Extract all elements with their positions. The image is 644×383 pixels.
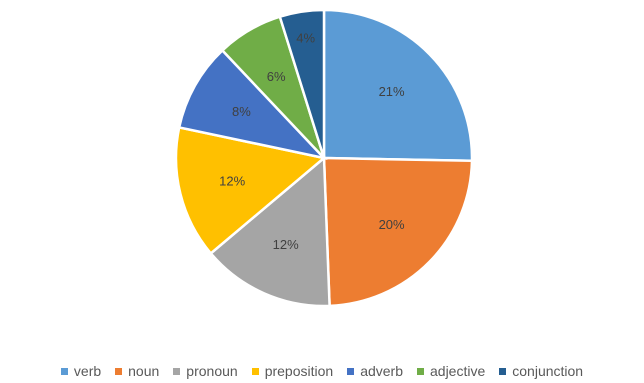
- legend-item-adverb: adverb: [347, 363, 403, 379]
- legend-item-noun: noun: [115, 363, 159, 379]
- pie-slice-pronoun: [209, 155, 331, 308]
- legend-swatch-conjunction: [499, 367, 507, 375]
- data-label-conjunction: 4%: [296, 31, 315, 46]
- legend-label-preposition: preposition: [264, 363, 334, 379]
- data-label-pronoun: 12%: [273, 237, 299, 252]
- legend-label-verb: verb: [73, 363, 102, 379]
- pie-slice-verb: [322, 8, 474, 163]
- legend-item-preposition: preposition: [251, 363, 334, 379]
- legend-swatch-pronoun: [173, 367, 181, 375]
- data-label-noun: 20%: [379, 217, 405, 232]
- pie-slice-noun: [322, 156, 474, 308]
- legend-swatch-adjective: [417, 367, 424, 375]
- pie-slice-adverb: [177, 48, 328, 161]
- legend-swatch-adverb: [347, 367, 355, 375]
- pie-slice-preposition: [174, 125, 327, 256]
- data-label-verb: 21%: [379, 84, 405, 99]
- legend-swatch-noun: [115, 367, 123, 375]
- legend-item-verb: verb: [60, 363, 102, 379]
- legend-swatch-verb: [60, 367, 68, 375]
- pie-slice-conjunction: [278, 8, 326, 159]
- legend-label-adjective: adjective: [430, 363, 486, 379]
- data-label-preposition: 12%: [219, 174, 245, 189]
- legend-swatch-preposition: [251, 367, 259, 375]
- legend-label-adverb: adverb: [360, 363, 403, 379]
- legend-item-adjective: adjective: [417, 363, 485, 379]
- legend-label-noun: noun: [128, 363, 160, 379]
- data-label-adjective: 6%: [267, 69, 286, 84]
- legend-item-pronoun: pronoun: [173, 363, 238, 379]
- legend-label-pronoun: pronoun: [186, 363, 238, 379]
- legend-item-conjunction: conjunction: [499, 363, 583, 379]
- legend-label-conjunction: conjunction: [512, 363, 584, 379]
- data-label-adverb: 8%: [232, 104, 251, 119]
- legend: verb noun pronoun preposition adverb adjectiv…: [0, 361, 644, 381]
